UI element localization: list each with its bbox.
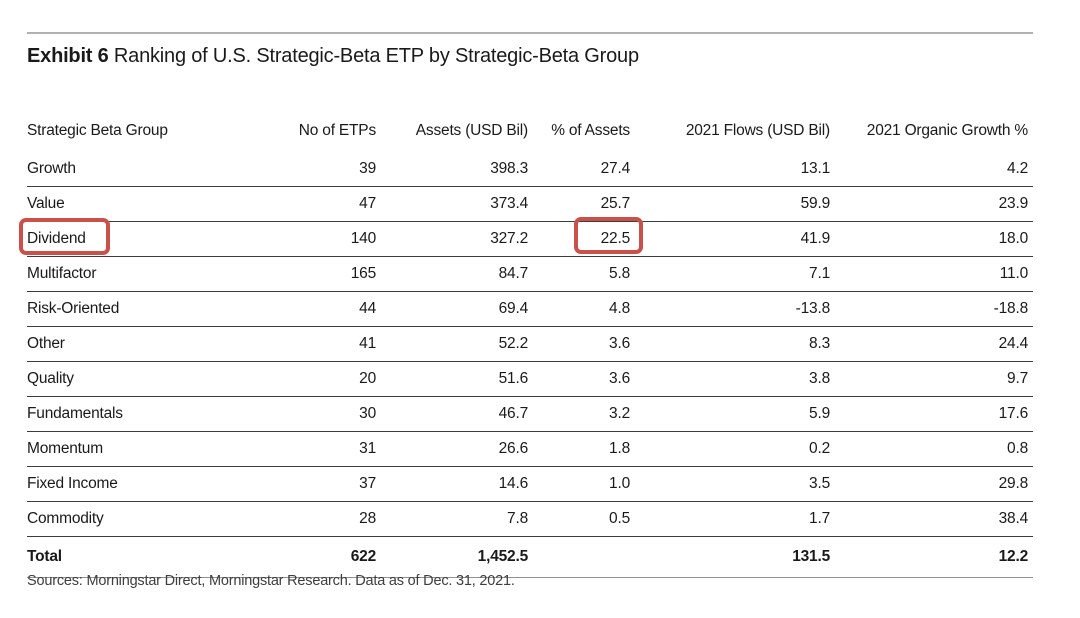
cell-assets: 7.8 bbox=[376, 501, 528, 537]
table-row: Commodity 28 7.8 0.5 1.7 38.4 bbox=[27, 501, 1033, 537]
highlight-box-dividend bbox=[19, 218, 110, 255]
cell-flows: 59.9 bbox=[630, 186, 830, 222]
cell-etps: 37 bbox=[227, 466, 376, 502]
cell-pct_assets: 3.2 bbox=[528, 396, 630, 432]
cell-assets: 327.2 bbox=[376, 221, 528, 257]
cell-group: Momentum bbox=[27, 431, 227, 467]
cell-organic_growth: 29.8 bbox=[830, 466, 1033, 502]
cell-organic_growth: 24.4 bbox=[830, 326, 1033, 362]
table-body: Growth 39 398.3 27.4 13.1 4.2 Value 47 373.4 25.7… bbox=[27, 152, 1033, 578]
cell-group: Fundamentals bbox=[27, 396, 227, 432]
table-row: Fundamentals 30 46.7 3.2 5.9 17.6 bbox=[27, 396, 1033, 432]
cell-group: Fixed Income bbox=[27, 466, 227, 502]
top-rule bbox=[27, 32, 1033, 34]
cell-flows: 3.8 bbox=[630, 361, 830, 397]
cell-flows: 0.2 bbox=[630, 431, 830, 467]
cell-etps: 31 bbox=[227, 431, 376, 467]
column-header: 2021 Organic Growth % bbox=[866, 122, 1028, 140]
cell-pct_assets: 0.5 bbox=[528, 501, 630, 537]
cell-assets: 84.7 bbox=[376, 256, 528, 292]
column-header: Assets (USD Bil) bbox=[415, 122, 528, 140]
column-header: % of Assets bbox=[551, 122, 630, 140]
cell-etps: 622 bbox=[227, 536, 376, 578]
exhibit-number: Exhibit 6 bbox=[27, 45, 109, 67]
cell-etps: 44 bbox=[227, 291, 376, 327]
exhibit-title: Exhibit 6 Ranking of U.S. Strategic-Beta… bbox=[27, 45, 639, 68]
cell-etps: 20 bbox=[227, 361, 376, 397]
cell-pct_assets: 1.0 bbox=[528, 466, 630, 502]
cell-pct_assets: 25.7 bbox=[528, 186, 630, 222]
column-header: Strategic Beta Group bbox=[27, 122, 168, 140]
table-row: Value 47 373.4 25.7 59.9 23.9 bbox=[27, 186, 1033, 222]
cell-assets: 26.6 bbox=[376, 431, 528, 467]
cell-pct_assets: 1.8 bbox=[528, 431, 630, 467]
cell-organic_growth: 11.0 bbox=[830, 256, 1033, 292]
cell-organic_growth: 23.9 bbox=[830, 186, 1033, 222]
cell-group: Other bbox=[27, 326, 227, 362]
highlight-box-pct-assets bbox=[574, 217, 643, 254]
table-row: Momentum 31 26.6 1.8 0.2 0.8 bbox=[27, 431, 1033, 467]
cell-flows: 13.1 bbox=[630, 152, 830, 187]
table-row: Dividend 140 327.2 22.5 41.9 18.0 bbox=[27, 221, 1033, 257]
table-total-row: Total 622 1,452.5 131.5 12.2 bbox=[27, 536, 1033, 578]
table-header-row: Strategic Beta Group No of ETPs Assets (US… bbox=[27, 110, 1033, 152]
cell-assets: 51.6 bbox=[376, 361, 528, 397]
cell-pct_assets: 3.6 bbox=[528, 361, 630, 397]
cell-flows: 3.5 bbox=[630, 466, 830, 502]
cell-organic_growth: -18.8 bbox=[830, 291, 1033, 327]
cell-flows: 7.1 bbox=[630, 256, 830, 292]
cell-organic_growth: 38.4 bbox=[830, 501, 1033, 537]
cell-etps: 30 bbox=[227, 396, 376, 432]
cell-group: Value bbox=[27, 186, 227, 222]
cell-group: Risk-Oriented bbox=[27, 291, 227, 327]
cell-pct_assets: 4.8 bbox=[528, 291, 630, 327]
cell-assets: 398.3 bbox=[376, 152, 528, 187]
cell-assets: 46.7 bbox=[376, 396, 528, 432]
column-header: No of ETPs bbox=[298, 122, 376, 140]
cell-etps: 28 bbox=[227, 501, 376, 537]
cell-organic_growth: 4.2 bbox=[830, 152, 1033, 187]
cell-etps: 47 bbox=[227, 186, 376, 222]
cell-etps: 39 bbox=[227, 152, 376, 187]
cell-assets: 69.4 bbox=[376, 291, 528, 327]
cell-flows: 1.7 bbox=[630, 501, 830, 537]
cell-group: Multifactor bbox=[27, 256, 227, 292]
cell-organic_growth: 0.8 bbox=[830, 431, 1033, 467]
exhibit-title-text: Ranking of U.S. Strategic-Beta ETP by St… bbox=[113, 45, 639, 67]
cell-organic_growth: 18.0 bbox=[830, 221, 1033, 257]
table-row: Other 41 52.2 3.6 8.3 24.4 bbox=[27, 326, 1033, 362]
cell-group: Total bbox=[27, 536, 227, 578]
cell-group: Commodity bbox=[27, 501, 227, 537]
sources-note: Sources: Morningstar Direct, Morningstar… bbox=[27, 573, 515, 589]
cell-flows: -13.8 bbox=[630, 291, 830, 327]
cell-pct_assets: 3.6 bbox=[528, 326, 630, 362]
strategic-beta-table: Strategic Beta Group No of ETPs Assets (US… bbox=[27, 110, 1033, 578]
cell-pct_assets: 27.4 bbox=[528, 152, 630, 187]
cell-organic_growth: 9.7 bbox=[830, 361, 1033, 397]
table-row: Growth 39 398.3 27.4 13.1 4.2 bbox=[27, 152, 1033, 187]
cell-flows: 41.9 bbox=[630, 221, 830, 257]
table-row: Quality 20 51.6 3.6 3.8 9.7 bbox=[27, 361, 1033, 397]
table-row: Multifactor 165 84.7 5.8 7.1 11.0 bbox=[27, 256, 1033, 292]
cell-organic_growth: 17.6 bbox=[830, 396, 1033, 432]
cell-pct_assets: 5.8 bbox=[528, 256, 630, 292]
column-header: 2021 Flows (USD Bil) bbox=[685, 122, 830, 140]
cell-pct_assets bbox=[528, 536, 630, 578]
cell-assets: 373.4 bbox=[376, 186, 528, 222]
cell-assets: 52.2 bbox=[376, 326, 528, 362]
cell-assets: 1,452.5 bbox=[376, 536, 528, 578]
cell-flows: 5.9 bbox=[630, 396, 830, 432]
cell-group: Growth bbox=[27, 152, 227, 187]
cell-assets: 14.6 bbox=[376, 466, 528, 502]
cell-flows: 131.5 bbox=[630, 536, 830, 578]
table-row: Fixed Income 37 14.6 1.0 3.5 29.8 bbox=[27, 466, 1033, 502]
cell-etps: 41 bbox=[227, 326, 376, 362]
cell-group: Quality bbox=[27, 361, 227, 397]
table-row: Risk-Oriented 44 69.4 4.8 -13.8 -18.8 bbox=[27, 291, 1033, 327]
cell-organic_growth: 12.2 bbox=[830, 536, 1033, 578]
cell-etps: 140 bbox=[227, 221, 376, 257]
cell-flows: 8.3 bbox=[630, 326, 830, 362]
cell-etps: 165 bbox=[227, 256, 376, 292]
